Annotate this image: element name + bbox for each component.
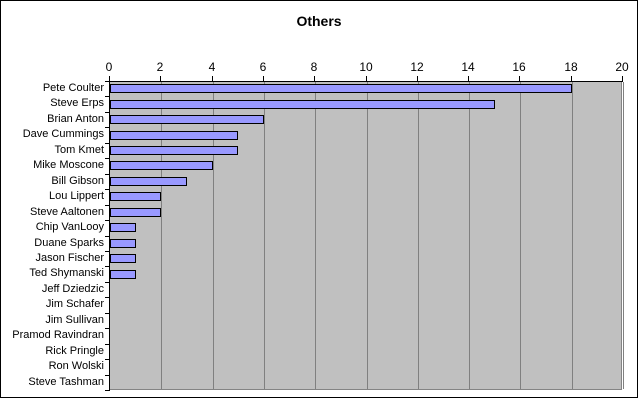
- y-category-label: Jeff Dziedzic: [41, 283, 104, 295]
- value-axis-line: [109, 81, 623, 82]
- y-category-label: Steve Tashman: [28, 376, 104, 388]
- y-tick-mark: [105, 158, 110, 159]
- x-tick-label: 6: [259, 60, 267, 74]
- y-tick-mark: [105, 236, 110, 237]
- bar: [110, 208, 161, 217]
- y-tick-mark: [105, 344, 110, 345]
- gridline: [469, 82, 470, 389]
- y-tick-mark: [105, 359, 110, 360]
- y-tick-mark: [105, 112, 110, 113]
- bar: [110, 254, 136, 263]
- y-category-label: Jim Schafer: [45, 298, 104, 310]
- x-tick-label: 18: [564, 60, 578, 74]
- y-category-label: Mike Moscone: [33, 159, 104, 171]
- x-tick-mark: [571, 76, 572, 81]
- y-tick-mark: [105, 328, 110, 329]
- x-tick-label: 12: [410, 60, 424, 74]
- y-tick-mark: [105, 266, 110, 267]
- y-tick-mark: [105, 127, 110, 128]
- x-tick-mark: [160, 76, 161, 81]
- y-tick-mark: [105, 297, 110, 298]
- chart-title: Others: [296, 13, 342, 29]
- y-category-label: Pete Coulter: [42, 82, 104, 94]
- bar: [110, 115, 264, 124]
- y-category-label: Ron Wolski: [48, 360, 104, 372]
- y-tick-mark: [105, 205, 110, 206]
- x-tick-mark: [366, 76, 367, 81]
- x-tick-label: 14: [461, 60, 475, 74]
- y-tick-mark: [105, 96, 110, 97]
- y-category-label: Steve Aaltonen: [29, 206, 104, 218]
- x-tick-label: 4: [208, 60, 216, 74]
- bar: [110, 192, 161, 201]
- y-category-label: Jim Sullivan: [45, 314, 104, 326]
- bar: [110, 100, 495, 109]
- gridline: [623, 82, 624, 389]
- y-tick-mark: [105, 390, 110, 391]
- y-tick-mark: [105, 282, 110, 283]
- y-category-label: Pramod Ravindran: [12, 329, 104, 341]
- bar: [110, 146, 238, 155]
- x-tick-label: 2: [156, 60, 164, 74]
- y-tick-mark: [105, 81, 110, 82]
- y-tick-mark: [105, 251, 110, 252]
- x-tick-mark: [417, 76, 418, 81]
- x-tick-mark: [263, 76, 264, 81]
- y-category-label: Rick Pringle: [45, 345, 104, 357]
- y-category-label: Brian Anton: [47, 113, 104, 125]
- bar: [110, 131, 238, 140]
- plot-area: [109, 81, 624, 390]
- bar: [110, 161, 213, 170]
- y-category-label: Tom Kmet: [54, 144, 104, 156]
- bar: [110, 84, 572, 93]
- y-category-label: Duane Sparks: [34, 237, 104, 249]
- gridline: [315, 82, 316, 389]
- x-tick-label: 20: [615, 60, 629, 74]
- bar: [110, 239, 136, 248]
- x-tick-label: 0: [105, 60, 113, 74]
- y-category-label: Bill Gibson: [51, 175, 104, 187]
- x-tick-mark: [212, 76, 213, 81]
- y-tick-mark: [105, 220, 110, 221]
- gridline: [264, 82, 265, 389]
- x-tick-label: 16: [512, 60, 526, 74]
- gridline: [520, 82, 521, 389]
- gridline: [367, 82, 368, 389]
- x-tick-mark: [468, 76, 469, 81]
- bar: [110, 270, 136, 279]
- y-category-label: Chip VanLooy: [35, 221, 104, 233]
- y-tick-mark: [105, 189, 110, 190]
- y-category-label: Dave Cummings: [22, 128, 104, 140]
- y-tick-mark: [105, 143, 110, 144]
- y-tick-mark: [105, 375, 110, 376]
- y-category-label: Ted Shymanski: [29, 267, 104, 279]
- x-tick-label: 10: [359, 60, 373, 74]
- x-tick-mark: [519, 76, 520, 81]
- gridline: [213, 82, 214, 389]
- x-tick-mark: [314, 76, 315, 81]
- y-category-label: Lou Lippert: [48, 190, 104, 202]
- y-tick-mark: [105, 174, 110, 175]
- y-tick-mark: [105, 313, 110, 314]
- gridline: [418, 82, 419, 389]
- y-category-label: Jason Fischer: [35, 252, 104, 264]
- x-tick-label: 8: [310, 60, 318, 74]
- gridline: [572, 82, 573, 389]
- x-tick-mark: [622, 76, 623, 81]
- gridline: [161, 82, 162, 389]
- bar: [110, 177, 187, 186]
- bar: [110, 223, 136, 232]
- x-tick-mark: [109, 76, 110, 81]
- y-category-label: Steve Erps: [50, 97, 104, 109]
